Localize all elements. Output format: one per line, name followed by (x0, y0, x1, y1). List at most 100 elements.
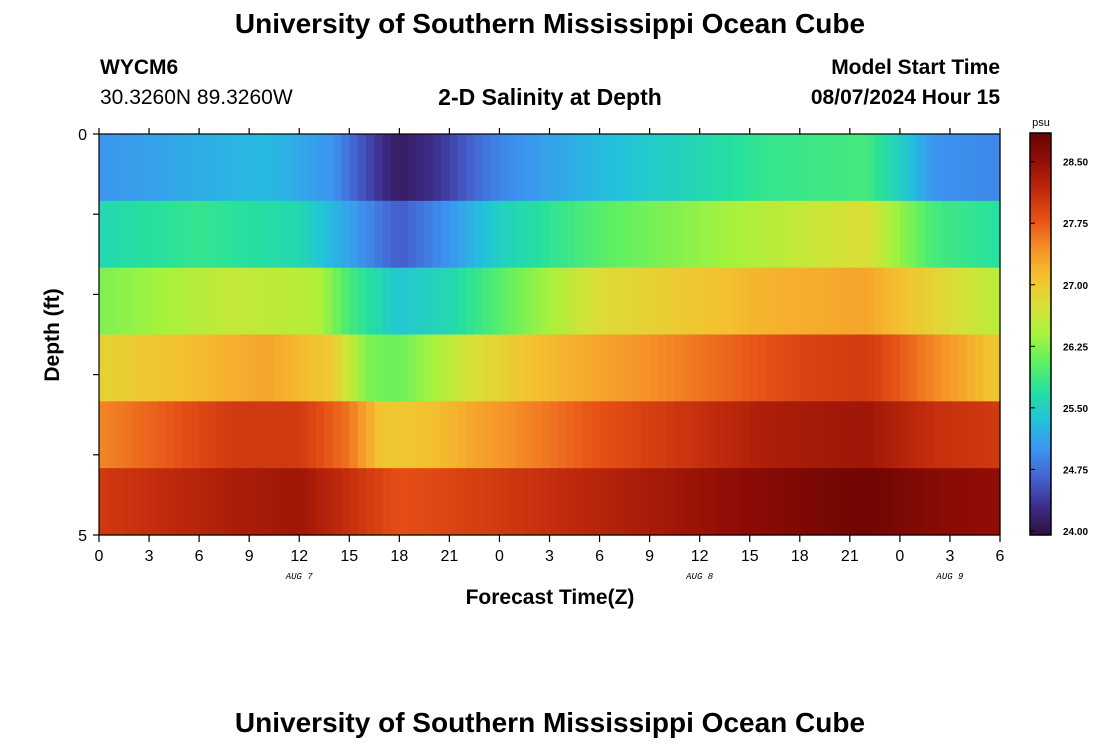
heatmap-cell (566, 267, 576, 336)
heatmap-cell (632, 200, 642, 269)
heatmap-cell (149, 401, 158, 469)
heatmap-cell (207, 468, 217, 536)
heatmap-cell (282, 134, 292, 202)
heatmap-cell (315, 334, 325, 402)
heatmap-cell (524, 134, 534, 202)
heatmap-cell (557, 401, 567, 469)
heatmap-cell (340, 401, 350, 469)
heatmap-cell (332, 334, 342, 402)
heatmap-cell (691, 134, 701, 202)
heatmap-cell (624, 267, 634, 336)
heatmap-cell (616, 334, 626, 402)
heatmap-cell (99, 401, 108, 469)
heatmap-cell (991, 401, 1001, 469)
page-title: University of Southern Mississippi Ocean… (234, 8, 866, 39)
heatmap-cell (874, 334, 884, 402)
heatmap-cell (457, 401, 467, 469)
heatmap-cell (474, 334, 484, 402)
heatmap-cell (190, 334, 200, 402)
heatmap-cell (357, 468, 367, 536)
heatmap-cell (616, 468, 626, 536)
heatmap-cell (557, 468, 567, 536)
heatmap-cell (499, 401, 509, 469)
y-tick-label: 0 (78, 127, 87, 144)
heatmap-cell (591, 468, 601, 536)
heatmap-cell (866, 200, 876, 269)
heatmap-cell (924, 267, 934, 336)
heatmap-cell (249, 334, 259, 402)
heatmap-cell (682, 401, 692, 469)
heatmap-cell (541, 200, 551, 269)
heatmap-cell (482, 200, 492, 269)
heatmap-cell (941, 334, 951, 402)
heatmap-cell (240, 401, 250, 469)
heatmap-cell (582, 401, 592, 469)
heatmap-cell (482, 267, 492, 336)
heatmap-cell (390, 200, 400, 269)
footer-title: University of Southern Mississippi Ocean… (234, 707, 866, 738)
heatmap-cell (466, 401, 476, 469)
heatmap-cell (841, 134, 851, 202)
colorbar-tick-label: 28.50 (1063, 158, 1088, 169)
heatmap-cell (716, 200, 726, 269)
heatmap-cell (265, 401, 275, 469)
heatmap-cell (816, 468, 826, 536)
heatmap-cell (449, 401, 459, 469)
heatmap-cell (974, 267, 984, 336)
heatmap-cell (899, 200, 909, 269)
heatmap-cell (883, 401, 893, 469)
heatmap-cell (741, 334, 751, 402)
heatmap-cell (332, 468, 342, 536)
x-tick-label: 6 (595, 548, 604, 565)
heatmap-cell (599, 200, 609, 269)
heatmap-cell (157, 401, 167, 469)
heatmap-cell (991, 267, 1001, 336)
heatmap-cell (833, 200, 843, 269)
heatmap-cell (432, 401, 442, 469)
heatmap-cell (390, 468, 400, 536)
heatmap-cell (566, 468, 576, 536)
heatmap-cell (766, 401, 776, 469)
heatmap-cell (399, 468, 409, 536)
heatmap-cell (149, 134, 158, 202)
heatmap-cell (866, 134, 876, 202)
heatmap-cell (574, 401, 584, 469)
x-tick-label: 9 (245, 548, 254, 565)
heatmap-cell (365, 334, 375, 402)
heatmap-cell (340, 200, 350, 269)
heatmap-cell (641, 401, 651, 469)
heatmap-cell (524, 267, 534, 336)
heatmap-cell (390, 134, 400, 202)
heatmap-cell (874, 267, 884, 336)
heatmap-cell (824, 200, 834, 269)
heatmap-cell (682, 134, 692, 202)
heatmap-cell (99, 267, 108, 336)
heatmap-cell (349, 468, 359, 536)
heatmap-cell (224, 334, 234, 402)
heatmap-cell (299, 200, 309, 269)
heatmap-cell (766, 468, 776, 536)
heatmap-cell (174, 267, 184, 336)
heatmap-cell (282, 200, 292, 269)
heatmap-cells (99, 134, 1001, 536)
heatmap-cell (966, 401, 976, 469)
heatmap-cell (766, 334, 776, 402)
heatmap-cell (607, 267, 617, 336)
heatmap-cell (808, 401, 818, 469)
heatmap-cell (190, 401, 200, 469)
heatmap-cell (616, 134, 626, 202)
heatmap-cell (708, 267, 717, 336)
heatmap-cell (691, 468, 701, 536)
heatmap-cell (215, 134, 225, 202)
heatmap-cell (107, 134, 117, 202)
heatmap-cell (699, 134, 709, 202)
heatmap-cell (374, 134, 384, 202)
heatmap-cell (257, 134, 267, 202)
heatmap-cell (374, 267, 384, 336)
heatmap-cell (532, 134, 542, 202)
x-tick-label: 15 (741, 548, 759, 565)
heatmap-cell (574, 200, 584, 269)
heatmap-cell (549, 267, 559, 336)
y-axis: 05 (78, 127, 99, 545)
colorbar-tick-label: 24.75 (1063, 465, 1088, 476)
